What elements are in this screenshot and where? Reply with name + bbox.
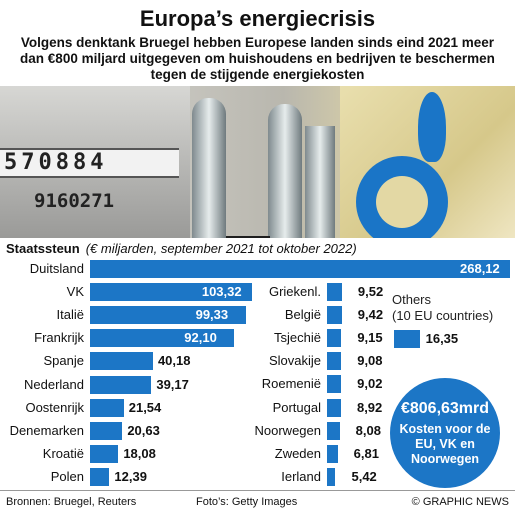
category-label: Zweden [274, 445, 321, 461]
footer-photos: Foto’s: Getty Images [196, 496, 298, 508]
bar [90, 283, 252, 302]
page-subtitle: Volgens denktank Bruegel hebben Europese… [20, 35, 495, 82]
chart-heading: Staatssteun (€ miljarden, september 2021 … [6, 241, 357, 256]
footer: Bronnen: Bruegel, Reuters Foto’s: Getty … [0, 490, 515, 514]
data-label: 103,32 [201, 284, 242, 300]
data-label: 9,52 [357, 284, 384, 299]
category-label: Denemarken [9, 422, 84, 438]
category-label: Griekenl. [268, 284, 321, 299]
bar [90, 375, 152, 394]
bar [90, 398, 124, 417]
data-label: 99,33 [195, 307, 229, 323]
data-label: 8,92 [356, 399, 383, 415]
category-label: Ierland [281, 468, 321, 484]
category-label: Duitsland [29, 261, 84, 276]
bar [327, 375, 342, 394]
bar [327, 283, 342, 301]
bar [90, 329, 235, 348]
total-badge: €806,63mrd Kosten voor de EU, VK en Noor… [390, 378, 500, 488]
bar [90, 260, 510, 278]
category-label: Spanje [43, 353, 84, 369]
flame-icon [418, 92, 446, 162]
pipe-image [305, 126, 335, 238]
bar [327, 421, 340, 440]
bar [327, 467, 336, 486]
footer-sources: Bronnen: Bruegel, Reuters [6, 496, 137, 508]
category-label: Frankrijk [34, 330, 84, 346]
page-title: Europa’s energiecrisis [139, 6, 376, 31]
data-label: 40,18 [157, 353, 191, 369]
data-label: 268,12 [460, 261, 500, 276]
bar [90, 306, 246, 325]
data-label: 9,02 [357, 376, 383, 392]
category-label: Noorwegen [254, 422, 322, 438]
data-label: 20,63 [127, 422, 160, 438]
category-label: Portugal [272, 399, 321, 415]
others-label: Others (10 EU countries) [392, 292, 494, 323]
category-label: VK [66, 284, 84, 300]
bar [327, 444, 338, 463]
data-label: 9,15 [357, 330, 383, 346]
category-label: Nederland [24, 376, 84, 392]
category-label: Tsjechië [274, 330, 321, 346]
bar [90, 467, 110, 486]
data-label: 18,08 [123, 445, 156, 461]
data-label: 5,42 [351, 468, 377, 484]
bar [327, 352, 342, 371]
category-label: Roemenië [261, 376, 321, 392]
category-label: België [284, 307, 321, 323]
header-photo: 570884 9160271 [0, 86, 515, 238]
data-label: 12,39 [114, 468, 147, 484]
meter-digits: 570884 [0, 148, 179, 178]
category-label: Kroatië [42, 445, 84, 461]
bar [327, 329, 342, 348]
bar [327, 398, 341, 417]
category-label: Oostenrijk [25, 399, 84, 415]
category-label: Italië [56, 307, 84, 323]
bar [90, 444, 119, 463]
valve-image [226, 236, 270, 238]
footer-credit: © GRAPHIC NEWS [411, 496, 509, 508]
pipe-image [268, 104, 302, 238]
data-label: 9,42 [357, 307, 384, 323]
data-label: 92,10 [184, 330, 217, 346]
bar [327, 306, 342, 325]
pipe-image [192, 98, 226, 238]
total-amount: €806,63mrd [400, 400, 490, 417]
total-description: Kosten voor de EU, VK en Noorwegen [399, 422, 491, 466]
data-label: 21,54 [128, 399, 162, 415]
meter-counter: 9160271 [34, 190, 115, 212]
data-label: 8,08 [355, 422, 381, 438]
bar [394, 330, 420, 348]
bar [90, 421, 123, 440]
data-label: 16,35 [425, 331, 459, 346]
data-label: 6,81 [353, 445, 379, 461]
axis-unit: (€ miljarden, september 2021 tot oktober… [85, 241, 357, 256]
gas-logo-inner [376, 176, 428, 228]
bar [90, 352, 153, 371]
category-label: Polen [50, 468, 84, 484]
category-label: Slovakije [268, 353, 321, 369]
axis-label: Staatssteun [6, 241, 80, 256]
data-label: 9,08 [357, 353, 383, 369]
data-label: 39,17 [156, 376, 189, 392]
